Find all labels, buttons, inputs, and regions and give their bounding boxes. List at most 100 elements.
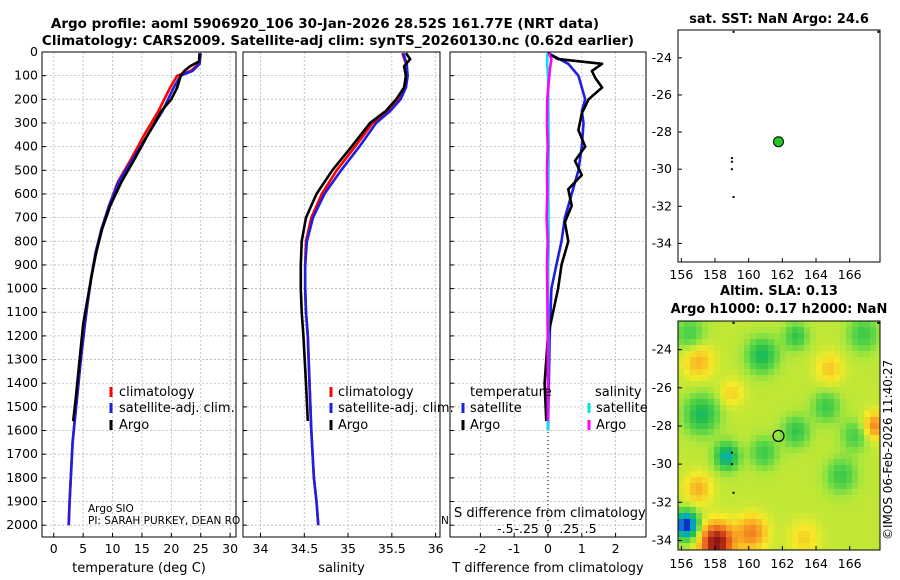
sla-cell bbox=[768, 339, 775, 346]
sla-cell bbox=[780, 453, 787, 460]
sla-cell bbox=[720, 381, 727, 388]
sla-cell bbox=[768, 441, 775, 448]
sla-cell bbox=[786, 411, 793, 418]
sla-cell bbox=[846, 351, 853, 358]
sla-cell bbox=[876, 513, 881, 520]
sla-cell bbox=[702, 525, 709, 532]
sla-cell bbox=[858, 429, 865, 436]
sla-cell bbox=[744, 381, 751, 388]
sla-cell bbox=[678, 441, 685, 448]
x-tick-label: -2 bbox=[474, 541, 486, 556]
sla-cell bbox=[846, 495, 853, 502]
sla-cell bbox=[870, 465, 877, 472]
sla-cell bbox=[726, 519, 733, 526]
sla-cell bbox=[750, 453, 757, 460]
sla-map-title-1: Altim. SLA: 0.13 bbox=[720, 284, 838, 299]
sla-cell bbox=[738, 369, 745, 376]
sla-cell bbox=[714, 447, 721, 454]
sla-cell bbox=[804, 465, 811, 472]
sla-cell bbox=[774, 543, 781, 550]
sla-cell bbox=[762, 501, 769, 508]
sla-cell bbox=[828, 351, 835, 358]
y-tick-label: 1000 bbox=[6, 281, 38, 296]
sla-cell bbox=[762, 363, 769, 370]
sla-cell bbox=[750, 339, 757, 346]
sla-cell bbox=[750, 363, 757, 370]
salinity-legend: climatology satellite-adj. clim. Argo bbox=[329, 385, 454, 433]
sla-cell bbox=[696, 423, 703, 430]
sla-cell bbox=[816, 339, 823, 346]
sla-cell bbox=[822, 351, 829, 358]
sla-cell bbox=[684, 351, 691, 358]
sla-cell bbox=[792, 453, 799, 460]
sla-cell bbox=[750, 543, 757, 550]
sla-cell bbox=[840, 495, 847, 502]
sla-cell bbox=[828, 531, 835, 538]
sla-cell bbox=[816, 327, 823, 334]
sla-cell bbox=[870, 483, 877, 490]
sla-cell bbox=[780, 531, 787, 538]
sla-cell bbox=[702, 495, 709, 502]
sla-cell bbox=[864, 375, 871, 382]
sla-cell bbox=[852, 453, 859, 460]
sla-cell bbox=[804, 495, 811, 502]
sla-cell bbox=[762, 525, 769, 532]
sla-cell bbox=[798, 501, 805, 508]
sla-cell bbox=[846, 339, 853, 346]
sla-cell bbox=[714, 519, 721, 526]
sla-cell bbox=[756, 411, 763, 418]
sla-cell bbox=[702, 405, 709, 412]
sla-cell bbox=[720, 453, 727, 460]
sla-cell bbox=[792, 417, 799, 424]
sla-cell bbox=[726, 321, 733, 328]
sla-cell bbox=[762, 369, 769, 376]
sla-cell bbox=[750, 501, 757, 508]
sla-cell bbox=[858, 525, 865, 532]
sla-cell bbox=[786, 501, 793, 508]
sla-cell bbox=[726, 357, 733, 364]
sla-cell bbox=[690, 507, 697, 514]
y-tick-label: 900 bbox=[14, 257, 38, 272]
sla-cell bbox=[834, 513, 841, 520]
sla-cell bbox=[702, 483, 709, 490]
sla-cell bbox=[798, 339, 805, 346]
sla-cell bbox=[804, 405, 811, 412]
sla-cell bbox=[810, 321, 817, 328]
sla-cell bbox=[810, 369, 817, 376]
sla-cell bbox=[846, 375, 853, 382]
sla-cell bbox=[810, 447, 817, 454]
sla-cell bbox=[870, 495, 877, 502]
sla-cell bbox=[810, 531, 817, 538]
sla-cell bbox=[696, 333, 703, 340]
profile-dot bbox=[732, 30, 735, 33]
sla-cell bbox=[804, 363, 811, 370]
sla-cell bbox=[822, 333, 829, 340]
sla-cell bbox=[714, 453, 721, 460]
sla-cell bbox=[690, 453, 697, 460]
sla-cell bbox=[690, 339, 697, 346]
sla-cell bbox=[846, 459, 853, 466]
sla-cell bbox=[870, 429, 877, 436]
sla-cell bbox=[738, 489, 745, 496]
sla-cell bbox=[768, 363, 775, 370]
sla-cell bbox=[684, 507, 691, 514]
sla-cell bbox=[708, 531, 715, 538]
sla-cell bbox=[834, 519, 841, 526]
sla-cell bbox=[726, 345, 733, 352]
sla-map-frame bbox=[677, 320, 881, 551]
sla-cell bbox=[852, 447, 859, 454]
sla-cell bbox=[858, 363, 865, 370]
sla-cell bbox=[786, 363, 793, 370]
sla-cell bbox=[792, 483, 799, 490]
y-tick-label: 1600 bbox=[6, 423, 38, 438]
sla-cell bbox=[876, 537, 881, 544]
sla-cell bbox=[864, 339, 871, 346]
sla-cell bbox=[834, 429, 841, 436]
sla-cell bbox=[834, 441, 841, 448]
sla-cell bbox=[702, 399, 709, 406]
sla-cell bbox=[732, 339, 739, 346]
sla-cell bbox=[852, 525, 859, 532]
sla-cell bbox=[768, 483, 775, 490]
sla-cell bbox=[810, 477, 817, 484]
sla-cell bbox=[792, 537, 799, 544]
